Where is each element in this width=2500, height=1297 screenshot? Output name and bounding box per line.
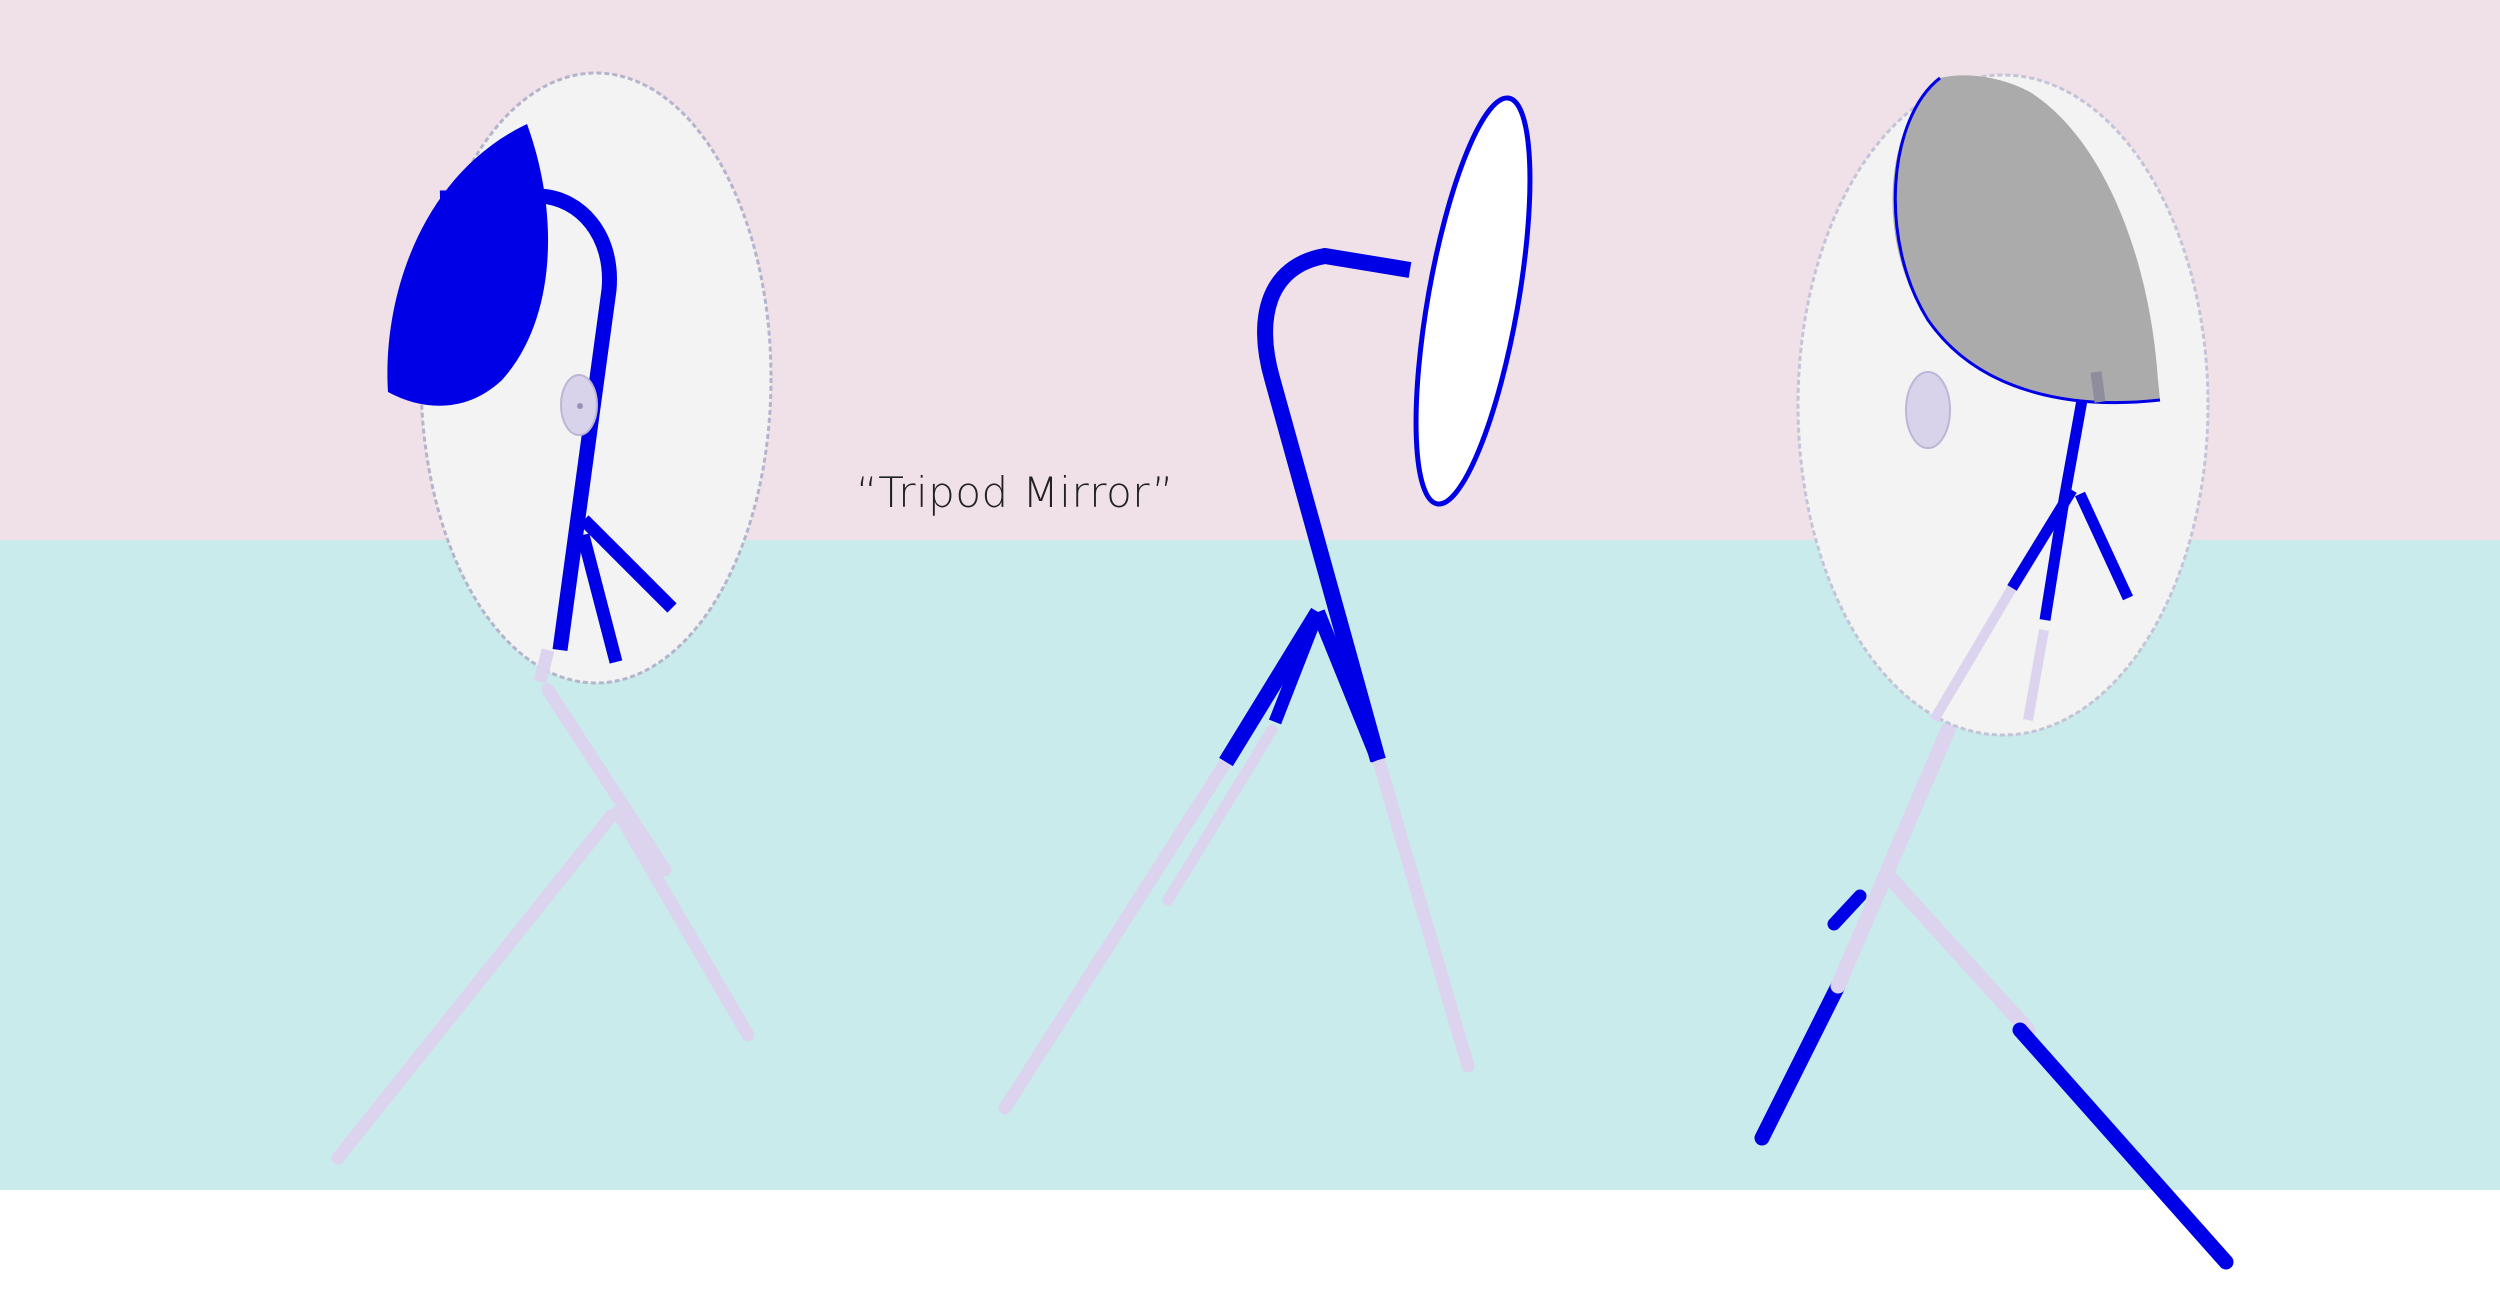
front-mirror-knob-center	[577, 403, 583, 409]
side-leg-link	[1311, 609, 1385, 763]
angled-reflection-stem-grey	[2090, 371, 2106, 403]
angled-leg-right-upper	[1884, 872, 2036, 1038]
angled-mirror-knob	[1905, 371, 1951, 449]
mirror-angled-view	[1754, 73, 2234, 1270]
side-leg-rear-lower	[1371, 751, 1475, 1073]
front-reflection-leg-lavender	[533, 648, 555, 684]
angled-leg-left-lower	[1754, 978, 1846, 1146]
side-mirror-glass	[1413, 95, 1533, 507]
angled-reflection-hood	[1892, 75, 2160, 403]
front-leg-left	[331, 808, 619, 1165]
angled-reflection-leg-lavender-1	[1929, 585, 2017, 723]
background-white-band	[0, 1190, 2500, 1297]
angled-leg-left-upper	[1830, 722, 1956, 994]
angled-reflection-leg-1	[2007, 487, 2077, 591]
angled-leg-short	[1827, 889, 1867, 931]
angled-reflection-leg-2	[2075, 491, 2133, 601]
side-main-stem	[1257, 248, 1412, 763]
front-reflection-arm	[439, 188, 617, 652]
front-reflection-leg-1	[579, 515, 677, 613]
mirror-front-view	[331, 71, 773, 1165]
front-reflection-leg-2	[576, 533, 623, 664]
angled-leg-right-lower	[2012, 1022, 2234, 1270]
front-leg-right	[611, 805, 755, 1042]
side-leg-back-lower	[1162, 724, 1278, 906]
angled-reflection-hood-rim	[1893, 76, 2161, 405]
angled-reflection-leg-lavender-2	[2023, 629, 2049, 721]
front-leg-back	[541, 683, 672, 877]
product-caption: “Tripod Mirror”	[856, 468, 1175, 517]
side-leg-back-upper	[1268, 609, 1325, 725]
mirror-side-view	[998, 95, 1533, 1115]
side-leg-front-lower	[998, 755, 1233, 1115]
